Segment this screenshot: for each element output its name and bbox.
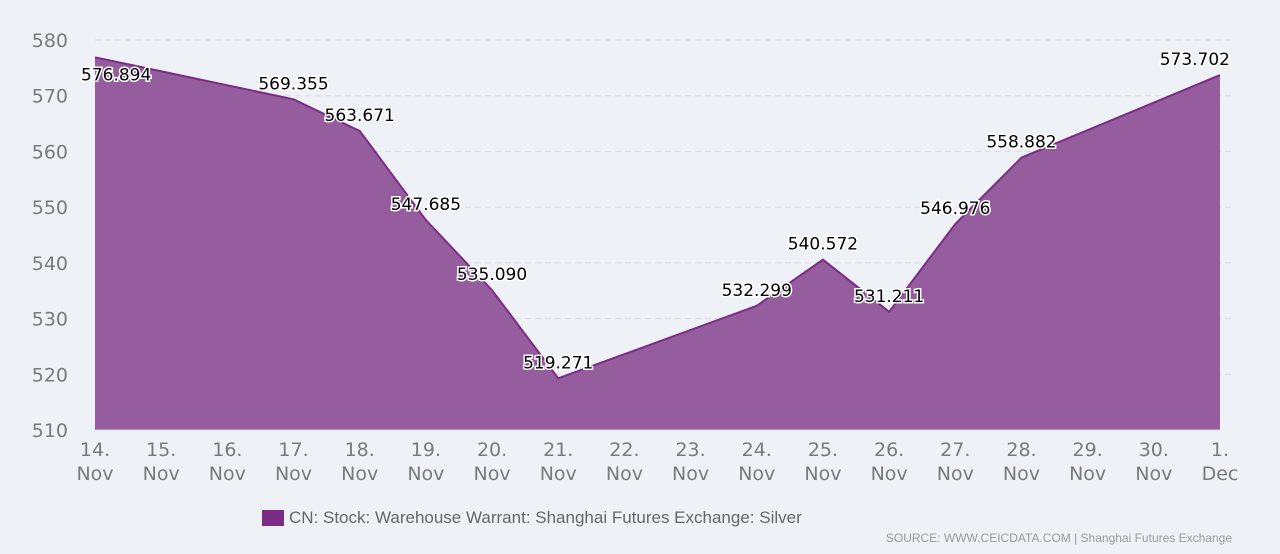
data-label: 546.976 bbox=[920, 199, 990, 219]
data-label: 547.685 bbox=[391, 195, 461, 215]
legend-swatch bbox=[262, 510, 284, 526]
x-tick-label-month: Nov bbox=[407, 463, 444, 485]
x-tick-label-month: Nov bbox=[341, 463, 378, 485]
x-tick-label-month: Nov bbox=[1069, 463, 1106, 485]
x-tick-label-day: 14. bbox=[80, 439, 110, 461]
y-tick-label: 580 bbox=[32, 30, 68, 52]
data-label: 569.355 bbox=[258, 74, 328, 94]
legend-item[interactable]: CN: Stock: Warehouse Warrant: Shanghai F… bbox=[262, 508, 802, 528]
x-tick-label-month: Nov bbox=[540, 463, 577, 485]
x-tick-label-day: 27. bbox=[940, 439, 970, 461]
x-tick-label-month: Nov bbox=[871, 463, 908, 485]
data-label: 540.572 bbox=[788, 235, 858, 255]
x-tick-label-month: Nov bbox=[1135, 463, 1172, 485]
x-tick-label-day: 21. bbox=[543, 439, 573, 461]
legend-label: CN: Stock: Warehouse Warrant: Shanghai F… bbox=[289, 508, 802, 527]
data-label: 531.211 bbox=[854, 287, 924, 307]
x-tick-label-month: Dec bbox=[1202, 463, 1239, 485]
x-tick-label-day: 29. bbox=[1073, 439, 1103, 461]
data-label: 558.882 bbox=[986, 133, 1056, 153]
y-tick-label: 550 bbox=[32, 197, 68, 219]
x-tick-label-day: 25. bbox=[808, 439, 838, 461]
x-tick-label-month: Nov bbox=[672, 463, 709, 485]
x-tick-label-month: Nov bbox=[1003, 463, 1040, 485]
data-label: 535.090 bbox=[457, 265, 527, 285]
x-tick-label-month: Nov bbox=[606, 463, 643, 485]
data-label: 532.299 bbox=[722, 281, 792, 301]
x-tick-label-day: 20. bbox=[477, 439, 507, 461]
x-tick-label-month: Nov bbox=[937, 463, 974, 485]
x-tick-label-month: Nov bbox=[209, 463, 246, 485]
y-tick-label: 530 bbox=[32, 309, 68, 331]
x-tick-label-day: 16. bbox=[212, 439, 242, 461]
x-tick-label-month: Nov bbox=[738, 463, 775, 485]
x-tick-label-day: 26. bbox=[874, 439, 904, 461]
series-area bbox=[95, 57, 1220, 430]
y-tick-label: 520 bbox=[32, 364, 68, 386]
y-tick-label: 570 bbox=[32, 86, 68, 108]
data-label: 563.671 bbox=[325, 106, 395, 126]
data-label: 576.894 bbox=[81, 65, 151, 85]
y-tick-label: 510 bbox=[32, 420, 68, 442]
x-tick-label-day: 15. bbox=[146, 439, 176, 461]
x-tick-label-day: 1. bbox=[1211, 439, 1229, 461]
x-tick-label-month: Nov bbox=[474, 463, 511, 485]
y-tick-label: 540 bbox=[32, 253, 68, 275]
data-label: 519.271 bbox=[523, 353, 593, 373]
x-tick-label-day: 28. bbox=[1006, 439, 1036, 461]
source-note: SOURCE: WWW.CEICDATA.COM | Shanghai Futu… bbox=[885, 531, 1232, 545]
x-tick-label-month: Nov bbox=[143, 463, 180, 485]
y-tick-label: 560 bbox=[32, 141, 68, 163]
x-tick-label-day: 19. bbox=[411, 439, 441, 461]
x-tick-label-month: Nov bbox=[804, 463, 841, 485]
x-tick-label-day: 23. bbox=[675, 439, 705, 461]
x-tick-label-day: 18. bbox=[345, 439, 375, 461]
x-tick-label-month: Nov bbox=[275, 463, 312, 485]
data-label: 573.702 bbox=[1160, 50, 1230, 70]
x-tick-label-day: 17. bbox=[278, 439, 308, 461]
x-tick-label-day: 22. bbox=[609, 439, 639, 461]
x-tick-label-day: 30. bbox=[1139, 439, 1169, 461]
series-line bbox=[94, 56, 1221, 380]
x-tick-label-month: Nov bbox=[76, 463, 113, 485]
x-tick-label-day: 24. bbox=[742, 439, 772, 461]
